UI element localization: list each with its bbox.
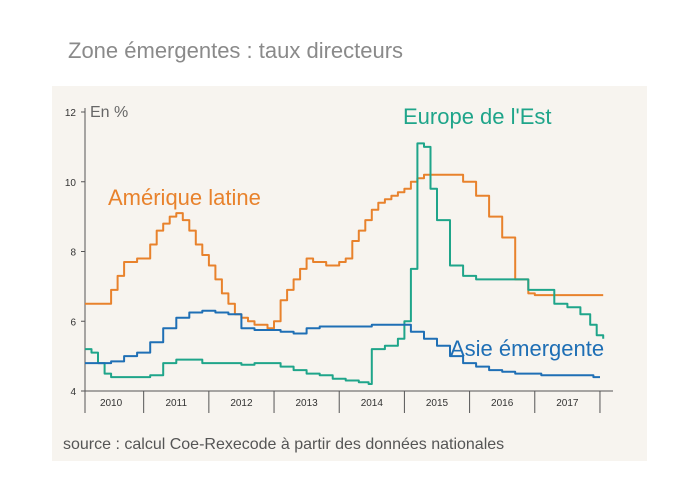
series-label-europe: Europe de l'Est <box>403 104 552 129</box>
series-line-europe <box>85 142 605 385</box>
y-tick-label: 6 <box>70 317 76 328</box>
chart-title: Zone émergentes : taux directeurs <box>68 38 404 63</box>
series-line-latam <box>85 173 604 330</box>
x-tick-label: 2017 <box>556 398 579 409</box>
y-tick-label: 12 <box>65 108 77 119</box>
series-label-asia: Asie émergente <box>450 336 604 361</box>
x-tick-label: 2013 <box>296 398 319 409</box>
x-tick-label: 2012 <box>230 398 253 409</box>
y-tick-label: 10 <box>65 178 77 189</box>
chart-panel <box>52 86 647 461</box>
source-note: source : calcul Coe-Rexecode à partir de… <box>63 436 505 453</box>
x-tick-label: 2010 <box>100 398 123 409</box>
y-unit-label: En % <box>90 104 128 121</box>
series-label-latam: Amérique latine <box>108 185 261 210</box>
x-tick-label: 2016 <box>491 398 514 409</box>
series-line-asia <box>85 309 600 379</box>
x-tick-label: 2011 <box>166 398 188 409</box>
y-tick-label: 8 <box>70 248 76 259</box>
y-tick-label: 4 <box>70 387 76 398</box>
x-tick-label: 2014 <box>361 398 384 409</box>
x-tick-label: 2015 <box>426 398 449 409</box>
